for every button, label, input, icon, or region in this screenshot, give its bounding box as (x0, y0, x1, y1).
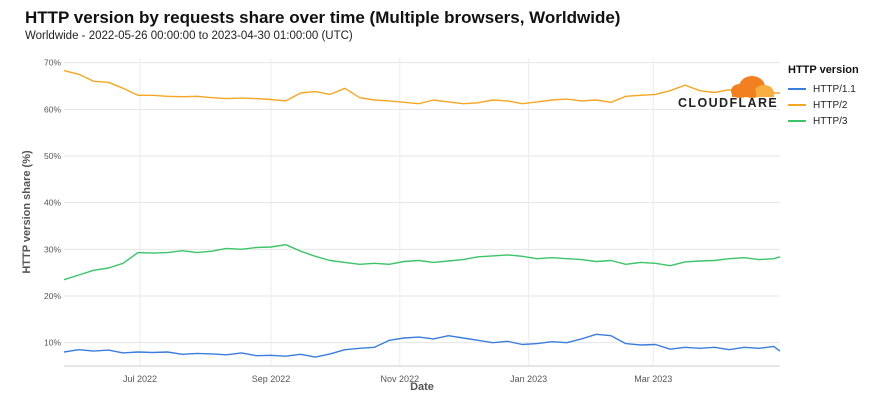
x-tick-label: Mar 2023 (634, 374, 672, 384)
legend-item-http3[interactable]: HTTP/3 (788, 113, 859, 129)
legend-title: HTTP version (788, 64, 859, 76)
legend-label: HTTP/2 (813, 99, 848, 111)
y-tick-label: 20% (44, 291, 61, 301)
x-tick-label: Jan 2023 (510, 374, 547, 384)
chart-subtitle: Worldwide - 2022-05-26 00:00:00 to 2023-… (25, 30, 353, 42)
cloudflare-logo: CLOUDFLARE (678, 72, 778, 112)
legend-swatch (788, 120, 806, 122)
y-axis-ticks: 10% 20% 30% 40% 50% 60% 70% (44, 58, 61, 348)
cloud-icon (731, 76, 774, 98)
grid-lines (64, 58, 780, 366)
y-tick-label: 60% (44, 104, 61, 114)
series-lines (63, 69, 781, 358)
y-tick-label: 10% (44, 338, 61, 348)
series-line-http2[interactable] (63, 69, 780, 105)
logo-text: CLOUDFLARE (678, 96, 779, 110)
x-axis-label: Date (410, 381, 434, 393)
x-tick-label: Sep 2022 (252, 374, 291, 384)
legend-swatch (788, 88, 806, 90)
y-tick-label: 40% (44, 198, 61, 208)
y-tick-label: 30% (44, 244, 61, 254)
legend: HTTP version HTTP/1.1 HTTP/2 HTTP/3 (788, 64, 859, 129)
y-tick-label: 50% (44, 151, 61, 161)
chart-title: HTTP version by requests share over time… (25, 8, 621, 27)
y-axis-label: HTTP version share (%) (21, 150, 33, 274)
x-tick-label: Nov 2022 (381, 374, 420, 384)
x-tick-label: Jul 2022 (123, 374, 157, 384)
legend-label: HTTP/3 (813, 115, 848, 127)
legend-label: HTTP/1.1 (813, 83, 856, 95)
series-line-http11[interactable] (63, 333, 781, 358)
legend-swatch (788, 104, 806, 106)
series-line-http3[interactable] (63, 243, 781, 281)
y-tick-label: 70% (44, 58, 61, 68)
x-axis-ticks: Jul 2022 Sep 2022 Nov 2022 Jan 2023 Mar 2023 (123, 374, 672, 384)
legend-item-http2[interactable]: HTTP/2 (788, 97, 859, 113)
legend-item-http11[interactable]: HTTP/1.1 (788, 81, 859, 97)
